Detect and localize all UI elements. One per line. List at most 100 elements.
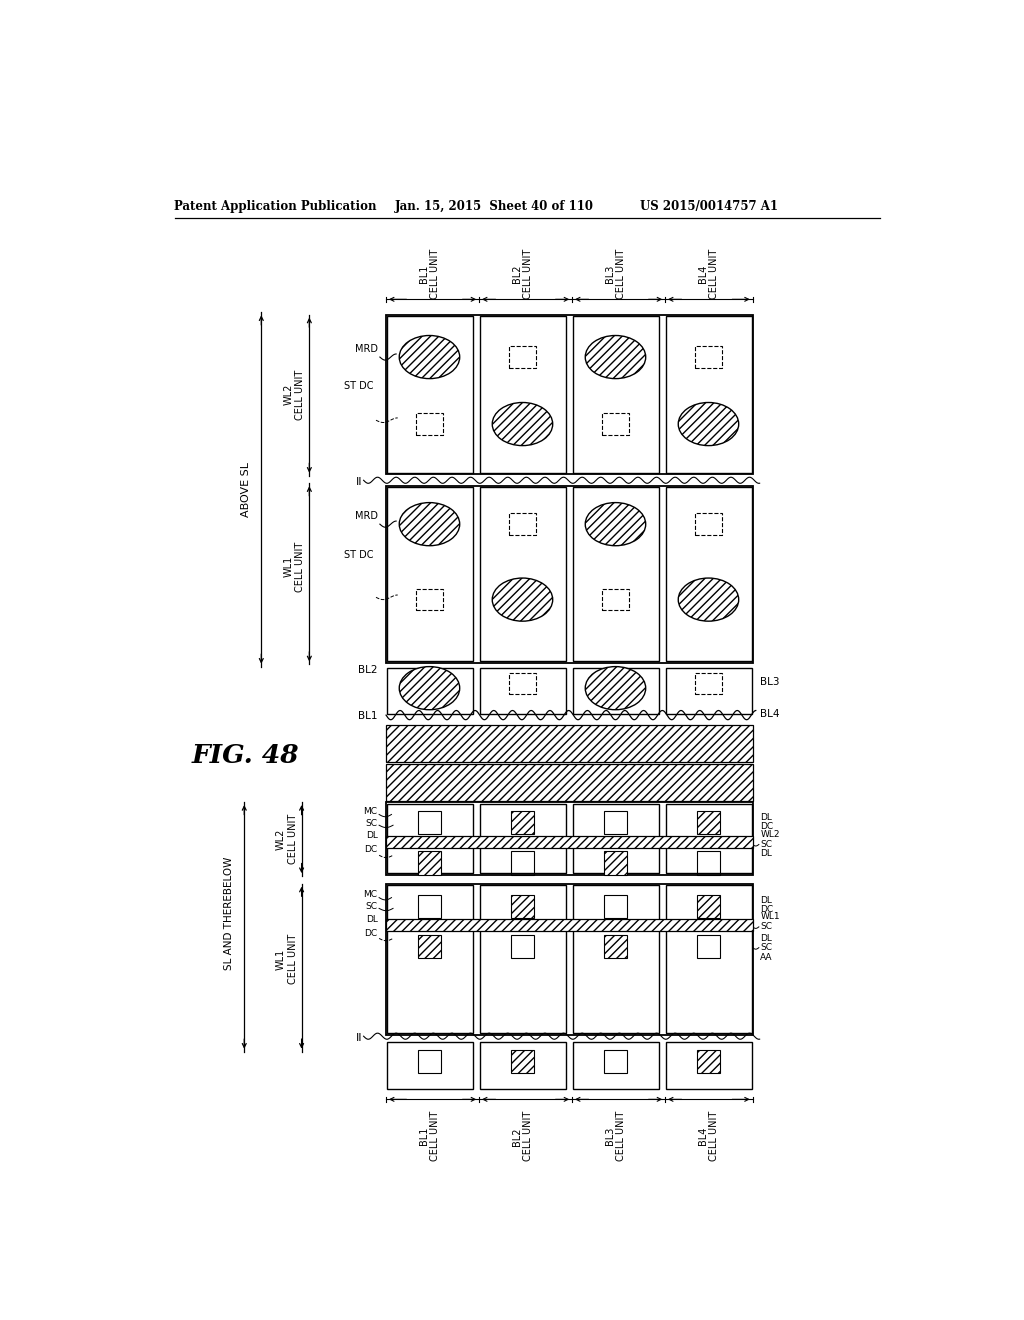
Bar — [386, 486, 753, 663]
Text: BL3
CELL UNIT: BL3 CELL UNIT — [605, 1111, 627, 1162]
Text: SL AND THEREBELOW: SL AND THEREBELOW — [224, 857, 233, 970]
Bar — [572, 804, 658, 873]
Bar — [697, 1051, 720, 1073]
Bar — [666, 317, 752, 473]
Text: DL: DL — [366, 832, 378, 841]
Bar — [511, 1051, 535, 1073]
Bar — [386, 803, 753, 875]
Text: BL2: BL2 — [358, 665, 378, 675]
Text: DC: DC — [365, 845, 378, 854]
Text: WL2
CELL UNIT: WL2 CELL UNIT — [284, 370, 305, 420]
Bar — [480, 487, 566, 661]
Bar — [416, 413, 443, 434]
Text: DL: DL — [761, 849, 772, 858]
Bar — [666, 487, 752, 661]
Text: SC: SC — [761, 923, 772, 932]
Bar — [480, 1043, 566, 1089]
Text: BL4
CELL UNIT: BL4 CELL UNIT — [697, 248, 719, 300]
Text: Jan. 15, 2015  Sheet 40 of 110: Jan. 15, 2015 Sheet 40 of 110 — [395, 199, 594, 213]
Ellipse shape — [399, 335, 460, 379]
Bar — [697, 935, 720, 958]
Bar — [604, 851, 627, 875]
Bar — [387, 487, 473, 661]
Text: Patent Application Publication: Patent Application Publication — [174, 199, 377, 213]
Bar — [666, 886, 752, 1034]
Text: FIG. 48: FIG. 48 — [191, 743, 299, 768]
Bar — [480, 886, 566, 1034]
Bar — [697, 851, 720, 875]
Text: MC: MC — [364, 890, 378, 899]
Bar — [509, 346, 537, 368]
Bar — [418, 895, 441, 917]
Bar — [480, 668, 566, 714]
Text: ST DC: ST DC — [344, 381, 374, 391]
Text: WL1
CELL UNIT: WL1 CELL UNIT — [276, 935, 298, 985]
Bar — [386, 725, 753, 762]
Bar — [694, 673, 722, 694]
Bar — [511, 935, 535, 958]
Bar — [416, 589, 443, 610]
Bar — [666, 668, 752, 714]
Text: SC: SC — [366, 820, 378, 828]
Text: ST DC: ST DC — [344, 550, 374, 560]
Text: BL4
CELL UNIT: BL4 CELL UNIT — [697, 1111, 719, 1162]
Ellipse shape — [399, 667, 460, 710]
Text: DL: DL — [761, 813, 772, 822]
Bar — [511, 812, 535, 834]
Text: MRD: MRD — [355, 511, 378, 520]
Bar — [666, 804, 752, 873]
Bar — [386, 919, 753, 932]
Text: BL1
CELL UNIT: BL1 CELL UNIT — [419, 248, 440, 300]
Ellipse shape — [399, 503, 460, 545]
Bar — [604, 935, 627, 958]
Bar — [387, 886, 473, 1034]
Text: SC: SC — [761, 944, 772, 952]
Ellipse shape — [586, 503, 646, 545]
Text: ABOVE SL: ABOVE SL — [241, 462, 251, 517]
Bar — [418, 935, 441, 958]
Ellipse shape — [586, 335, 646, 379]
Bar — [604, 1051, 627, 1073]
Text: SC: SC — [366, 903, 378, 911]
Bar — [694, 513, 722, 535]
Text: US 2015/0014757 A1: US 2015/0014757 A1 — [640, 199, 777, 213]
Bar — [601, 589, 630, 610]
Text: BL1: BL1 — [358, 711, 378, 721]
Text: DC: DC — [365, 928, 378, 937]
Bar — [511, 895, 535, 917]
Bar — [387, 317, 473, 473]
Text: MRD: MRD — [355, 343, 378, 354]
Bar — [601, 413, 630, 434]
Text: WL1: WL1 — [761, 912, 780, 921]
Bar — [480, 317, 566, 473]
Bar — [386, 884, 753, 1035]
Text: BL3
CELL UNIT: BL3 CELL UNIT — [605, 248, 627, 300]
Ellipse shape — [493, 578, 553, 622]
Text: BL2
CELL UNIT: BL2 CELL UNIT — [512, 248, 534, 300]
Bar — [694, 346, 722, 368]
Bar — [480, 804, 566, 873]
Bar — [572, 487, 658, 661]
Text: BL3: BL3 — [761, 677, 780, 686]
Ellipse shape — [586, 667, 646, 710]
Text: SC: SC — [761, 840, 772, 849]
Bar — [604, 895, 627, 917]
Ellipse shape — [678, 403, 738, 446]
Bar — [386, 314, 753, 474]
Text: BL1
CELL UNIT: BL1 CELL UNIT — [419, 1111, 440, 1162]
Bar — [386, 836, 753, 849]
Bar — [509, 673, 537, 694]
Bar — [386, 763, 753, 800]
Text: DL: DL — [366, 915, 378, 924]
Text: WL2: WL2 — [761, 830, 780, 840]
Text: II: II — [355, 1032, 362, 1043]
Text: MC: MC — [364, 807, 378, 816]
Text: DL: DL — [761, 896, 772, 906]
Bar — [511, 851, 535, 875]
Text: AA: AA — [761, 953, 773, 962]
Text: DL: DL — [761, 935, 772, 942]
Text: WL2
CELL UNIT: WL2 CELL UNIT — [276, 814, 298, 865]
Text: II: II — [355, 477, 362, 487]
Bar — [666, 1043, 752, 1089]
Bar — [572, 886, 658, 1034]
